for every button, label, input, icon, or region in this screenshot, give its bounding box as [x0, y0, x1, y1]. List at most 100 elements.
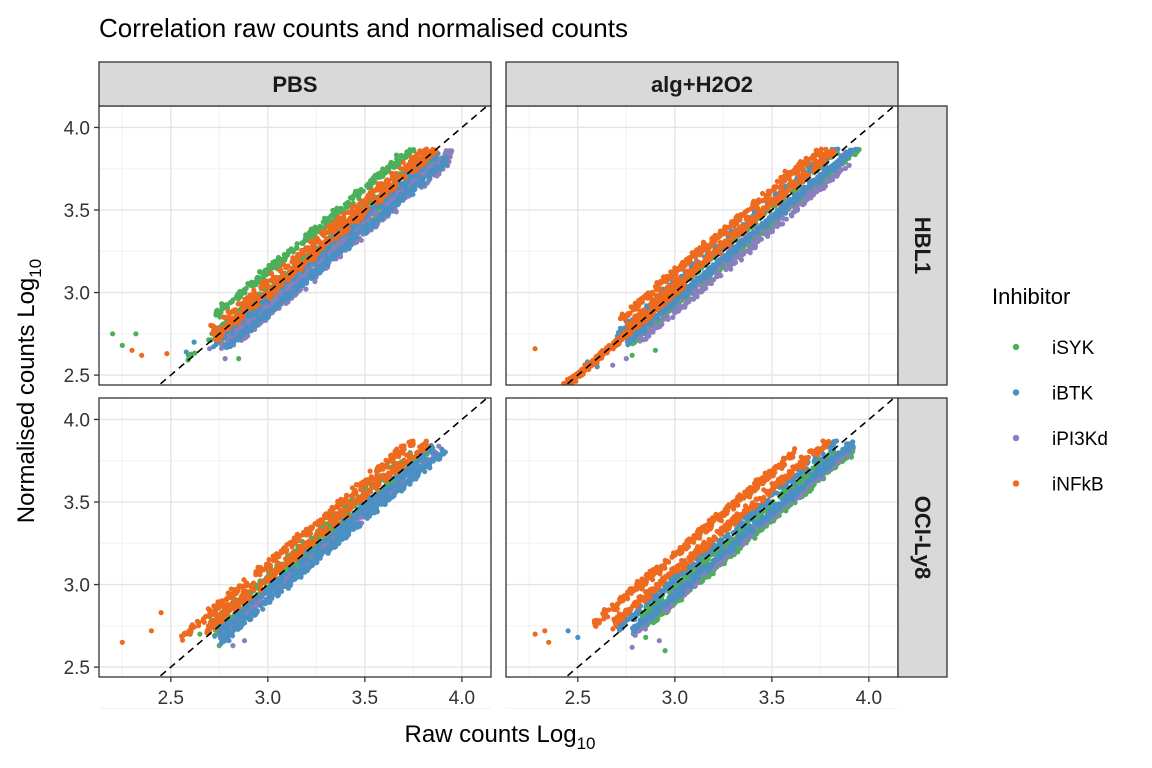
point-ibtk: [342, 246, 349, 252]
point-infkb: [225, 595, 231, 601]
point-infkb: [339, 502, 345, 508]
point-isyk: [233, 294, 239, 300]
point-ibtk: [252, 321, 259, 327]
point-isyk: [396, 161, 402, 167]
point-infkb: [283, 561, 289, 567]
identity-reference-line: [157, 398, 489, 677]
point-infkb: [148, 628, 154, 634]
point-ibtk: [345, 521, 351, 527]
point-ipi3kd: [444, 150, 451, 156]
point-ibtk: [262, 601, 268, 607]
point-infkb: [307, 531, 314, 537]
point-infkb: [310, 255, 316, 261]
point-ipi3kd: [222, 356, 228, 362]
point-infkb: [367, 468, 373, 474]
point-infkb: [398, 449, 404, 455]
point-ibtk: [360, 228, 367, 234]
point-ibtk: [435, 453, 441, 460]
point-infkb: [407, 443, 413, 449]
point-isyk: [300, 240, 306, 246]
point-infkb: [322, 527, 328, 534]
point-infkb: [374, 185, 380, 191]
point-ibtk: [335, 525, 341, 531]
point-ibtk: [398, 192, 404, 198]
point-ibtk: [218, 636, 225, 642]
point-infkb: [417, 444, 423, 450]
point-ibtk: [407, 187, 413, 193]
point-ipi3kd: [288, 281, 294, 287]
point-ibtk: [322, 252, 328, 258]
point-ibtk: [357, 523, 363, 529]
point-ibtk: [232, 624, 238, 630]
point-ibtk: [295, 283, 301, 289]
point-infkb: [367, 489, 374, 495]
panel-PBS-HBL1: [98, 105, 492, 417]
point-isyk: [247, 282, 253, 288]
point-ibtk: [432, 163, 438, 169]
point-infkb: [241, 577, 247, 583]
point-infkb: [179, 637, 186, 643]
point-infkb: [371, 476, 377, 482]
point-ibtk: [308, 271, 314, 277]
point-infkb: [369, 187, 375, 193]
point-ibtk: [377, 212, 383, 218]
point-isyk: [269, 265, 275, 271]
point-ibtk: [231, 618, 237, 625]
point-infkb: [302, 531, 308, 538]
point-isyk: [370, 175, 376, 181]
point-ibtk: [346, 237, 352, 243]
point-ibtk: [371, 510, 378, 516]
point-ibtk: [265, 311, 271, 317]
point-infkb: [389, 170, 395, 177]
point-isyk: [259, 270, 265, 276]
point-infkb: [337, 507, 343, 513]
point-ibtk: [424, 173, 430, 179]
point-ibtk: [429, 167, 435, 173]
point-infkb: [251, 587, 257, 593]
point-infkb: [393, 170, 399, 177]
point-infkb: [239, 599, 245, 605]
point-infkb: [396, 453, 402, 460]
point-infkb: [285, 277, 291, 283]
points: [110, 146, 455, 363]
point-infkb: [119, 639, 125, 645]
point-infkb: [279, 563, 285, 569]
panel-PBS-OCI-Ly8: [98, 397, 492, 709]
point-ibtk: [273, 582, 279, 588]
point-infkb: [272, 290, 278, 296]
point-ipi3kd: [261, 304, 267, 310]
point-infkb: [230, 595, 236, 602]
point-ipi3kd: [419, 171, 425, 177]
point-ibtk: [353, 515, 359, 521]
point-infkb: [421, 152, 427, 158]
point-infkb: [275, 560, 281, 566]
point-infkb: [219, 610, 225, 616]
point-infkb: [350, 499, 356, 505]
point-infkb: [347, 219, 353, 225]
point-isyk: [325, 217, 331, 223]
point-ibtk: [319, 548, 325, 554]
identity-reference-line: [157, 106, 489, 385]
point-isyk: [282, 257, 288, 263]
point-infkb: [378, 188, 384, 194]
point-ibtk: [356, 229, 362, 235]
point-infkb: [296, 537, 302, 544]
point-isyk: [236, 356, 242, 362]
point-ibtk: [293, 288, 299, 294]
point-ibtk: [292, 568, 298, 575]
point-ibtk: [273, 302, 279, 308]
point-infkb: [283, 265, 289, 271]
point-infkb: [381, 473, 387, 479]
point-ibtk: [243, 327, 249, 333]
point-isyk: [272, 261, 278, 267]
point-isyk: [334, 205, 340, 211]
point-isyk: [192, 350, 198, 356]
point-infkb: [223, 612, 229, 618]
point-ibtk: [350, 526, 357, 532]
point-infkb: [307, 247, 313, 254]
point-ibtk: [274, 588, 280, 594]
point-ibtk: [334, 532, 340, 538]
point-infkb: [279, 282, 285, 288]
point-ibtk: [376, 217, 382, 223]
point-infkb: [383, 457, 389, 463]
